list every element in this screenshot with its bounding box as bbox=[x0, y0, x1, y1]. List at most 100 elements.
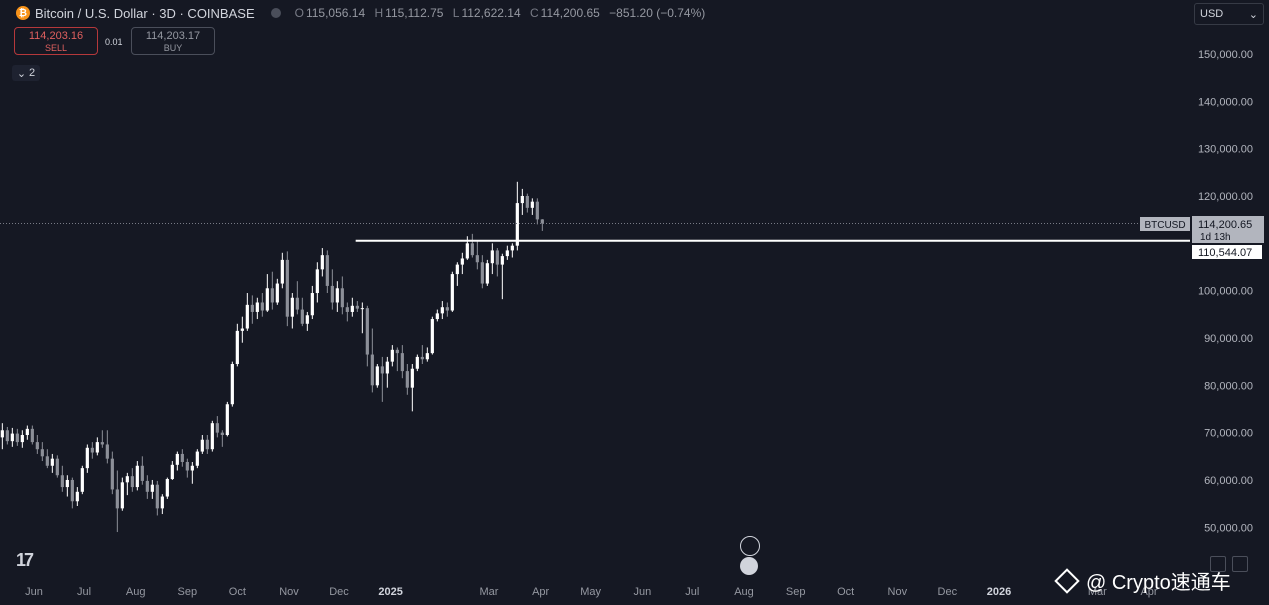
candle-body bbox=[20, 435, 24, 443]
hline-price-badge-bg bbox=[1192, 245, 1262, 259]
ohlc-high-key: H bbox=[374, 6, 384, 20]
bar-countdown: 1d 13h bbox=[1200, 232, 1231, 243]
candle-body bbox=[50, 458, 54, 466]
candle-body bbox=[310, 293, 314, 316]
candle-body bbox=[275, 283, 279, 303]
candle-body bbox=[230, 364, 234, 405]
candle-body bbox=[320, 255, 324, 270]
scroll-back-icon[interactable] bbox=[1210, 556, 1226, 572]
candle-body bbox=[35, 442, 39, 450]
time-tick-label: Oct bbox=[229, 586, 246, 598]
sell-button[interactable]: 114,203.16 SELL bbox=[14, 27, 98, 55]
last-price-badge: 114,200.65 bbox=[1198, 219, 1252, 231]
candle-body bbox=[265, 288, 269, 311]
price-tick-label: 130,000.00 bbox=[1198, 144, 1253, 156]
candle-body bbox=[130, 476, 134, 488]
candle-body bbox=[255, 302, 259, 312]
hline-price-badge: 110,544.07 bbox=[1198, 247, 1252, 259]
buy-label: BUY bbox=[163, 43, 183, 53]
candle-body bbox=[270, 288, 274, 303]
candle-body bbox=[385, 361, 389, 374]
candle-body bbox=[260, 302, 264, 311]
sell-label: SELL bbox=[44, 43, 68, 53]
candle-body bbox=[205, 439, 209, 450]
binance-logo-icon bbox=[1054, 567, 1080, 594]
candle-body bbox=[235, 330, 239, 365]
currency-select[interactable]: USD ⌄ bbox=[1194, 3, 1264, 25]
candles-layer bbox=[0, 181, 544, 533]
scroll-forward-icon[interactable] bbox=[1232, 556, 1248, 572]
candle-body bbox=[475, 255, 479, 263]
chevron-down-icon: ⌄ bbox=[16, 67, 27, 80]
ohlc-open-key: O bbox=[294, 6, 304, 20]
candle-body bbox=[195, 451, 199, 466]
tradingview-logo-icon[interactable]: 17 bbox=[16, 550, 34, 570]
economic-event-flag-icon[interactable] bbox=[740, 557, 758, 575]
candle-body bbox=[40, 449, 44, 457]
candle-body bbox=[70, 479, 74, 502]
time-axis[interactable]: Jun Jul Aug Sep Oct Nov Dec 2025 Mar Apr May Jun Jul… bbox=[25, 586, 1158, 598]
candle-body bbox=[285, 259, 289, 317]
chevron-down-icon: ⌄ bbox=[1248, 8, 1258, 21]
price-tick-label: 70,000.00 bbox=[1204, 428, 1253, 440]
time-tick-label: Jul bbox=[77, 586, 91, 598]
price-tick-label: 80,000.00 bbox=[1204, 380, 1253, 392]
event-marker-icon[interactable] bbox=[740, 536, 760, 556]
candle-body bbox=[175, 453, 179, 465]
buy-button[interactable]: 114,203.17 BUY bbox=[131, 27, 215, 55]
price-tick-label: 50,000.00 bbox=[1204, 522, 1253, 534]
candle-body bbox=[185, 461, 189, 471]
candle-body bbox=[335, 288, 339, 303]
candle-body bbox=[75, 491, 79, 502]
candle-body bbox=[170, 464, 174, 480]
candle-body bbox=[540, 219, 544, 224]
price-axis[interactable]: 150,000.00 140,000.00 130,000.00 120,000.00… bbox=[1198, 49, 1253, 534]
candle-body bbox=[200, 439, 204, 452]
ohlc-low-key: L bbox=[452, 6, 460, 20]
candle-body bbox=[290, 297, 294, 317]
time-tick-label: May bbox=[580, 586, 601, 598]
candle-body bbox=[145, 480, 149, 492]
time-tick-label: Nov bbox=[279, 586, 299, 598]
candle-body bbox=[190, 465, 194, 471]
symbol-title[interactable]: Bitcoin / U.S. Dollar · 3D · COINBASE bbox=[35, 5, 255, 21]
price-tick-label: 120,000.00 bbox=[1198, 191, 1253, 203]
candle-body bbox=[330, 285, 334, 303]
candle-body bbox=[365, 308, 369, 355]
time-tick-label: Dec bbox=[938, 586, 958, 598]
candle-body bbox=[325, 255, 329, 286]
ohlc-close-value: 114,200.65 bbox=[540, 6, 600, 20]
candle-body bbox=[445, 307, 449, 311]
market-status-icon[interactable] bbox=[270, 8, 281, 18]
candle-body bbox=[530, 201, 534, 208]
candle-body bbox=[135, 465, 139, 488]
candle-body bbox=[10, 433, 14, 442]
candle-body bbox=[245, 304, 249, 329]
candle-body bbox=[280, 259, 284, 284]
time-tick-label: Apr bbox=[1140, 586, 1157, 598]
candle-body bbox=[95, 442, 99, 453]
sell-price: 114,203.16 bbox=[28, 30, 84, 42]
time-tick-label: Nov bbox=[888, 586, 908, 598]
candle-body bbox=[160, 496, 164, 509]
time-tick-label: Sep bbox=[786, 586, 806, 598]
candle-body bbox=[345, 307, 349, 312]
candle-body bbox=[470, 243, 474, 256]
time-tick-label: Dec bbox=[329, 586, 349, 598]
ohlc-values: O 115,056.14 H 115,112.75 L 112,622.14 C 114… bbox=[295, 6, 712, 20]
candle-body bbox=[110, 458, 114, 490]
candle-body bbox=[25, 428, 29, 436]
time-tick-label: Apr bbox=[532, 586, 549, 598]
candle-body bbox=[390, 349, 394, 362]
time-tick-label: Aug bbox=[126, 586, 146, 598]
candle-body bbox=[460, 258, 464, 265]
candle-body bbox=[450, 274, 454, 311]
candle-body bbox=[505, 250, 509, 257]
indicators-toggle-button[interactable]: ⌄ 2 bbox=[12, 65, 40, 81]
candle-body bbox=[0, 430, 4, 438]
bitcoin-logo-icon: ₿ bbox=[16, 6, 30, 20]
candle-body bbox=[360, 308, 364, 310]
symbol-tag: BTCUSD bbox=[1144, 220, 1185, 231]
candle-body bbox=[225, 404, 229, 436]
